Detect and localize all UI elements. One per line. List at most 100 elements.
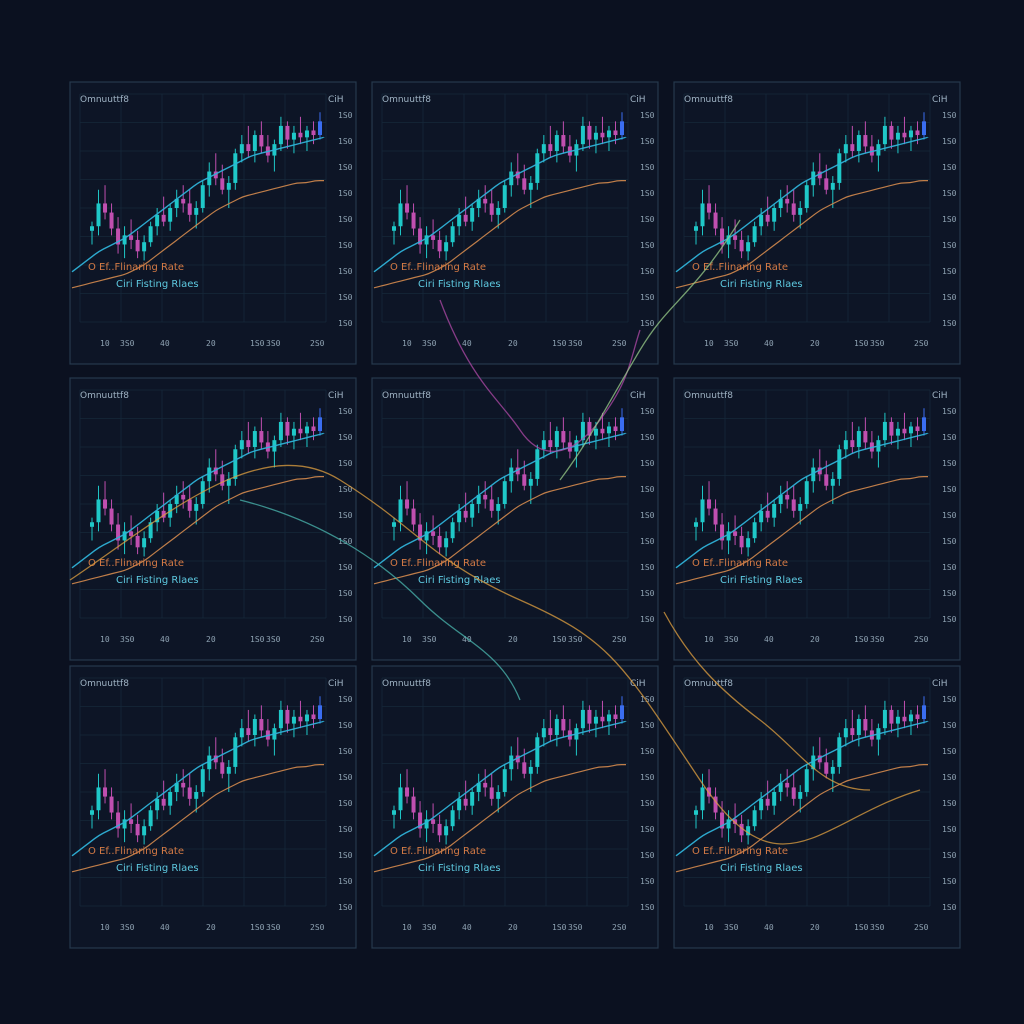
candle	[463, 196, 468, 227]
candle	[405, 185, 410, 220]
chart-panel-6: Omnuuttf8 CiH 1S0 1S0 1S0 1S0 1S0 1S0 1S0 1S0 1S0 1…	[673, 377, 961, 661]
candle	[174, 773, 179, 802]
candle	[142, 235, 147, 261]
candle	[759, 208, 764, 236]
candle	[285, 417, 290, 445]
candle	[398, 189, 403, 236]
y-tick-label: 1S0	[640, 189, 655, 198]
y-tick-label: 1S0	[640, 485, 655, 494]
y-tick-label: 1S0	[338, 773, 353, 782]
candle	[161, 196, 166, 227]
annotation-listing-label: Ciri Fisting Rlaes	[418, 279, 501, 290]
candle	[843, 135, 848, 163]
y-tick-label: 1S0	[942, 877, 957, 886]
candle	[515, 153, 520, 186]
candle	[90, 221, 94, 245]
y-tick-label: 1S0	[640, 511, 655, 520]
candle	[580, 412, 585, 447]
candle	[109, 203, 114, 236]
y-tick-label: 1S0	[338, 433, 353, 442]
candle	[804, 764, 809, 797]
candle	[561, 417, 566, 450]
candle	[765, 196, 770, 227]
candle	[863, 417, 868, 450]
x-tick-label: 3S0	[120, 923, 135, 932]
candle	[561, 705, 566, 738]
y-tick-label: 1S0	[640, 773, 655, 782]
candle	[889, 121, 894, 149]
candle	[606, 421, 611, 447]
annotation-rate-label: O Ef..Flinaring Rate	[88, 846, 184, 857]
panel-corner-label: CiH	[328, 391, 344, 401]
x-tick-label: 2S0	[914, 339, 929, 348]
annotation-rate-label: O Ef..Flinaring Rate	[390, 558, 486, 569]
candle	[824, 164, 829, 195]
candle	[726, 226, 731, 259]
candle	[587, 121, 592, 149]
candle	[752, 517, 757, 543]
candle	[746, 235, 751, 261]
x-tick-label: 1S0	[552, 339, 567, 348]
cross-lines-layer	[69, 219, 921, 845]
x-tick-label: 3S0	[422, 339, 437, 348]
chart-panel-7: Omnuuttf8 CiH 1S0 1S0 1S0 1S0 1S0 1S0 1S0 1S0 1S0 1…	[69, 665, 357, 949]
fast-average-line	[373, 432, 627, 569]
candle	[194, 497, 199, 525]
x-tick-label: 2S0	[310, 923, 325, 932]
candle	[392, 805, 396, 829]
annotation-listing-label: Ciri Fisting Rlaes	[418, 575, 501, 586]
y-tick-label: 1S0	[640, 589, 655, 598]
y-tick-label: 1S0	[338, 695, 353, 704]
candle	[155, 208, 160, 236]
candle	[285, 121, 290, 149]
y-tick-label: 1S0	[640, 459, 655, 468]
x-tick-label: 20	[508, 923, 518, 932]
y-tick-label: 1S0	[338, 189, 353, 198]
candle	[509, 458, 514, 493]
x-tick-label: 10	[704, 923, 714, 932]
candle	[90, 805, 94, 829]
candle	[535, 732, 540, 774]
candle	[252, 426, 257, 459]
candle	[155, 792, 160, 820]
candle	[483, 481, 488, 509]
y-tick-label: 1S0	[338, 215, 353, 224]
candle	[522, 460, 527, 491]
x-tick-label: 40	[160, 635, 170, 644]
candle	[187, 773, 192, 806]
x-tick-label: 40	[764, 339, 774, 348]
candle	[116, 513, 121, 550]
fast-average-line	[71, 136, 325, 273]
annotation-rate-label: O Ef..Flinaring Rate	[88, 558, 184, 569]
y-tick-label: 1S0	[942, 111, 957, 120]
candle	[457, 792, 462, 820]
candle	[246, 125, 251, 158]
candle	[476, 485, 481, 514]
candle	[856, 130, 861, 163]
candle	[817, 449, 822, 482]
slow-average-line	[373, 180, 626, 289]
candle	[298, 116, 303, 145]
x-tick-label: 3S0	[568, 635, 583, 644]
x-tick-label: 20	[206, 923, 216, 932]
panel-title: Omnuuttf8	[80, 679, 129, 689]
candle	[895, 421, 900, 450]
candle	[444, 819, 449, 845]
candle	[135, 814, 140, 843]
y-tick-label: 1S0	[640, 163, 655, 172]
candle	[798, 785, 803, 813]
x-tick-label: 3S0	[724, 339, 739, 348]
cross-curve-teal	[239, 499, 521, 701]
candle	[785, 769, 790, 797]
candle	[200, 180, 205, 213]
panel-corner-label: CiH	[932, 391, 948, 401]
candle	[444, 235, 449, 261]
candle	[489, 485, 494, 518]
candle	[720, 801, 725, 838]
candle	[713, 499, 718, 532]
candle	[587, 417, 592, 445]
candle	[580, 116, 585, 151]
candle	[207, 162, 212, 197]
x-tick-label: 3S0	[724, 923, 739, 932]
x-tick-label: 1S0	[250, 635, 265, 644]
